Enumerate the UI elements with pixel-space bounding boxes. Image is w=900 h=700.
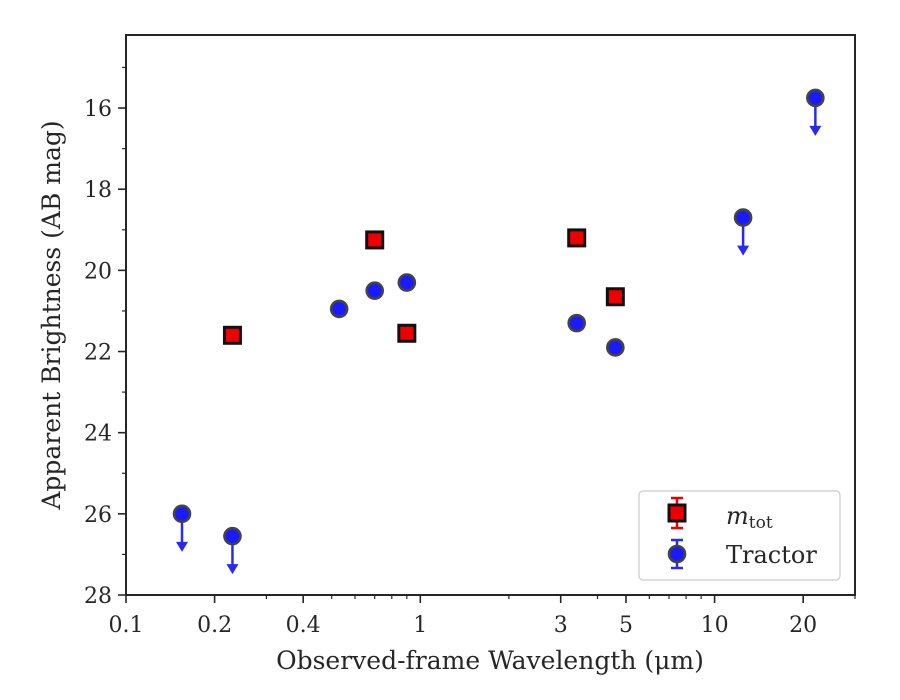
data-points <box>172 88 825 575</box>
tractor-point <box>172 504 192 524</box>
upper-limit-arrow-head <box>809 125 822 136</box>
tractor-point <box>329 299 349 319</box>
tractor-point <box>365 281 385 300</box>
upper-limit-arrow-head <box>737 245 750 256</box>
tractor-point <box>806 88 825 108</box>
tractor-point <box>733 208 753 227</box>
legend-label-m-sub: tot <box>749 513 773 533</box>
upper-limit-arrow-head <box>176 541 189 552</box>
m-tot-point <box>365 230 385 250</box>
tractor-point <box>606 338 625 357</box>
x-axis-label: Observed-frame Wavelength (μm) <box>276 646 704 675</box>
upper-limit-arrow-head <box>226 564 239 575</box>
x-tick-label: 20 <box>789 613 817 638</box>
m-tot-point <box>222 325 242 345</box>
y-tick-label: 20 <box>84 259 112 284</box>
tractor-point <box>567 313 587 333</box>
legend-square-marker <box>667 503 687 523</box>
m-tot-point <box>397 323 417 343</box>
y-tick-label: 26 <box>84 503 112 528</box>
legend: mtot Tractor <box>638 490 841 581</box>
legend-label-m-main: m <box>726 502 749 530</box>
y-axis-label: Apparent Brightness (AB mag) <box>37 120 66 510</box>
m-tot-point <box>605 287 625 307</box>
x-tick-label: 10 <box>701 613 729 638</box>
tractor-point <box>397 273 417 292</box>
x-tick-label: 3 <box>554 613 568 638</box>
legend-marker-tractor <box>667 538 687 570</box>
x-tick-label: 0.1 <box>109 613 144 638</box>
tractor-point <box>223 526 242 546</box>
plot-frame <box>125 34 856 596</box>
legend-label-tractor: Tractor <box>726 541 817 569</box>
y-tick-label: 16 <box>84 97 112 122</box>
legend-circle-marker <box>667 544 687 564</box>
y-tick-label: 18 <box>84 178 112 203</box>
legend-label-m-tot: mtot <box>726 502 773 533</box>
x-tick-label: 1 <box>413 613 427 638</box>
x-tick-label: 0.4 <box>286 613 321 638</box>
legend-marker-m-tot <box>667 496 687 530</box>
x-tick-label: 5 <box>619 613 633 638</box>
legend-box <box>638 490 841 581</box>
y-tick-label: 22 <box>84 341 112 366</box>
x-tick-label: 0.2 <box>197 613 232 638</box>
axis-ticks: 0.1 0.2 0.4 1 3 5 10 20 16 18 20 22 24 26 28 <box>84 66 856 638</box>
y-tick-label: 28 <box>84 584 112 609</box>
m-tot-point <box>567 228 587 248</box>
y-tick-label: 24 <box>84 422 112 447</box>
